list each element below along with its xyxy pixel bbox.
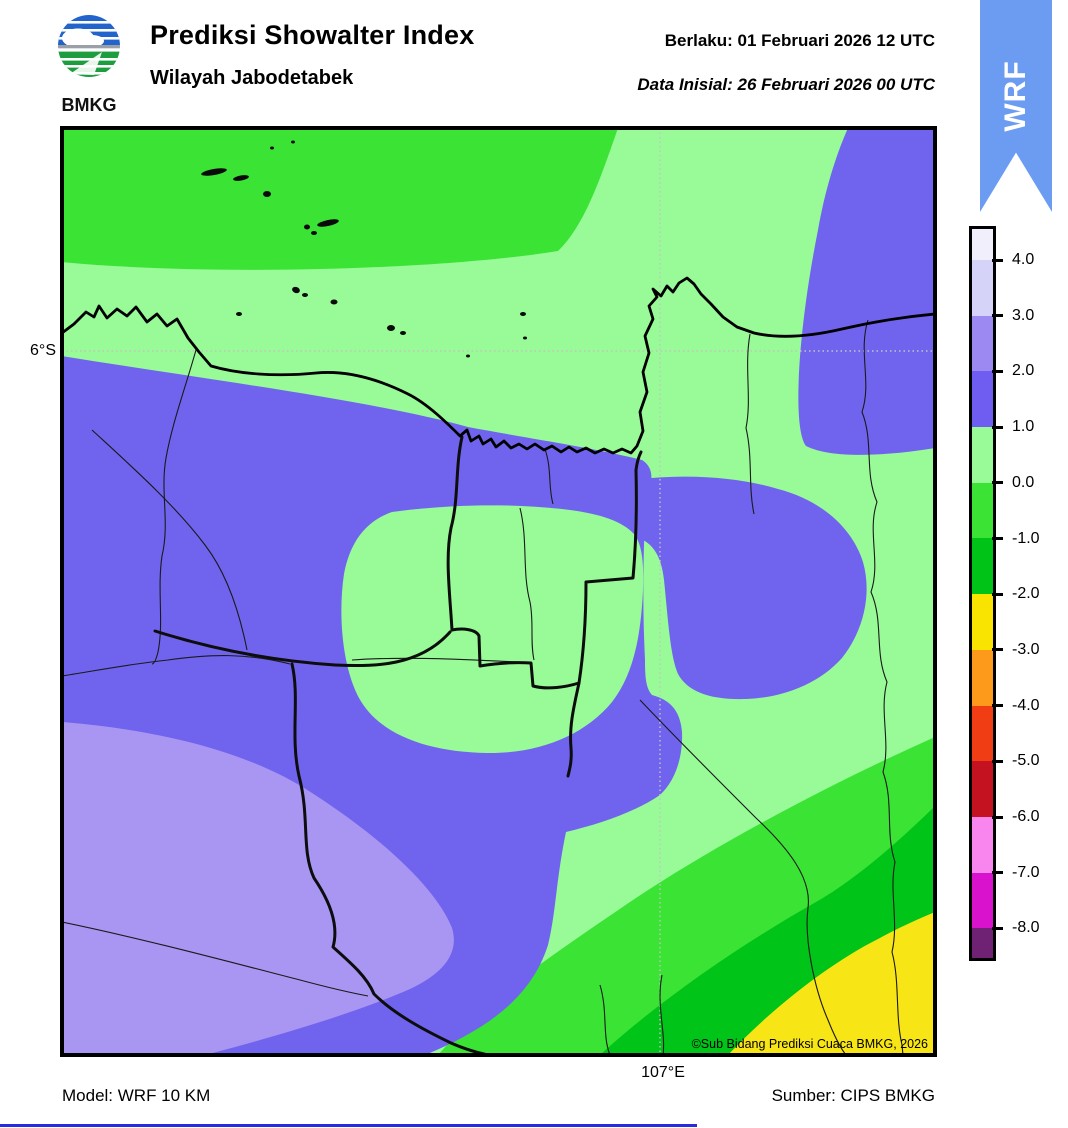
coastline	[64, 276, 933, 455]
colorbar-tick	[992, 481, 1003, 485]
colorbar-segment	[972, 482, 993, 539]
colorbar-tick	[992, 926, 1003, 930]
colorbar-tick	[992, 815, 1003, 819]
colorbar-tick	[992, 871, 1003, 875]
colorbar-tick	[992, 592, 1003, 596]
colorbar-tick-label: -7.0	[1012, 863, 1040, 881]
colorbar-tick-label: 0.0	[1012, 473, 1035, 491]
colorbar-tick	[992, 369, 1003, 373]
colorbar-tick	[992, 314, 1003, 318]
colorbar-tick	[992, 704, 1003, 708]
map-border	[60, 126, 937, 1057]
region-se-yellow	[729, 912, 933, 1053]
colorbar-segment	[972, 761, 993, 817]
page-title: Prediksi Showalter Index	[150, 20, 475, 50]
colorbar-segment	[972, 705, 993, 762]
colorbar-segment	[972, 649, 993, 706]
colorbar-tick	[992, 648, 1003, 652]
colorbar-tick	[992, 537, 1003, 540]
colorbar-segment	[972, 872, 993, 929]
colorbar-segment	[972, 371, 993, 428]
colorbar-segment	[972, 315, 993, 372]
colorbar-tick-label: -8.0	[1012, 919, 1040, 937]
logo-text: BMKG	[62, 95, 117, 115]
lat-tick-label: 6°S	[30, 342, 56, 359]
colorbar-segment	[972, 594, 993, 650]
colorbar-tick-label: -5.0	[1012, 752, 1040, 770]
map-panel[interactable]: ©Sub Bidang Prediksi Cuaca BMKG, 2026	[60, 126, 937, 1057]
logo-swoosh	[70, 52, 102, 75]
colorbar-tick-label: -3.0	[1012, 640, 1040, 658]
colorbar-segment	[972, 538, 993, 595]
colorbar	[969, 226, 996, 962]
valid-time: Berlaku: 01 Februari 2026 12 UTC	[664, 31, 935, 50]
colorbar-tick	[992, 759, 1003, 763]
init-time: Data Inisial: 26 Februari 2026 00 UTC	[637, 75, 935, 94]
colorbar-tick-label: 4.0	[1012, 251, 1035, 268]
source-label: Sumber: CIPS BMKG	[771, 1086, 935, 1105]
colorbar-segment	[972, 928, 993, 959]
region-north-bright-green	[64, 130, 618, 270]
region-ne-blue	[798, 130, 933, 455]
colorbar-tick-label: 1.0	[1012, 418, 1035, 436]
colorbar-segment	[972, 260, 993, 316]
colorbar-tick-label: -4.0	[1012, 696, 1040, 714]
region-jakarta-pocket	[341, 505, 644, 754]
wrf-ribbon: WRF	[980, 0, 1052, 212]
graticule	[64, 130, 933, 1053]
bmkg-logo: BMKG	[58, 15, 120, 115]
admin-boundaries-thin	[64, 319, 904, 1053]
colorbar-tick-label: -2.0	[1012, 585, 1040, 603]
showalter-map: ©Sub Bidang Prediksi Cuaca BMKG, 2026	[60, 126, 937, 1057]
colorbar-tick	[992, 425, 1003, 429]
colorbar-segment	[972, 816, 993, 873]
colorbar-tick-label: 3.0	[1012, 306, 1035, 324]
admin-boundaries-thick	[153, 435, 643, 1053]
colorbar-tick-label: -6.0	[1012, 808, 1040, 825]
colorbar-tick-label: 2.0	[1012, 362, 1035, 380]
region-east-blue-lobe	[610, 475, 867, 700]
model-label: Model: WRF 10 KM	[62, 1086, 211, 1105]
bottom-edge-line	[0, 1124, 697, 1127]
wrf-ribbon-label: WRF	[999, 60, 1032, 132]
jakarta-boundary	[446, 435, 643, 690]
colorbar-tick	[992, 258, 1003, 262]
lon-tick-label: 107°E	[641, 1064, 685, 1081]
islands	[201, 140, 527, 358]
colorbar-tick-label: -1.0	[1012, 529, 1040, 547]
page-subtitle: Wilayah Jabodetabek	[150, 67, 354, 89]
map-copyright: ©Sub Bidang Prediksi Cuaca BMKG, 2026	[692, 1037, 928, 1051]
colorbar-segment	[972, 229, 993, 260]
colorbar-segment	[972, 427, 993, 483]
